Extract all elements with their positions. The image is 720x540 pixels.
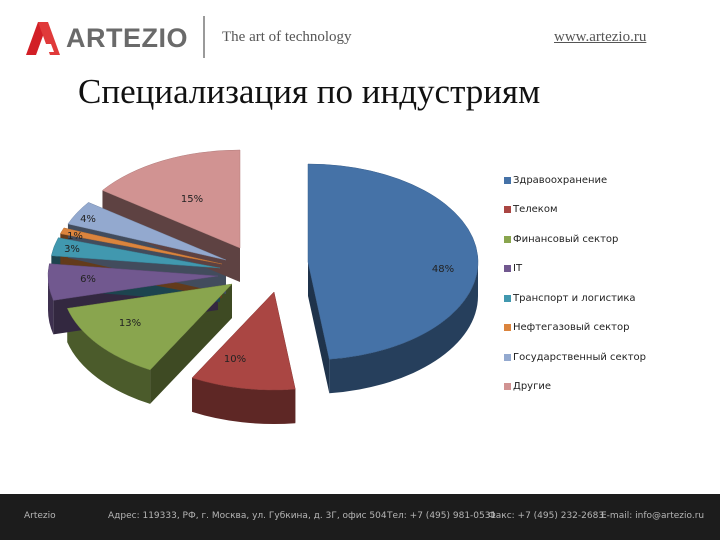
website-link[interactable]: www.artezio.ru <box>554 29 647 45</box>
pie-slice-side-0 <box>329 262 478 394</box>
pie-slice-side-1 <box>192 377 296 424</box>
pie-top-layer <box>47 149 479 391</box>
artezio-logo[interactable]: ARTEZIO <box>24 20 188 56</box>
legend-item: Транспорт и логистика <box>504 290 636 306</box>
legend-item: Другие <box>504 379 551 395</box>
pie-chart: 48% 10% 13% 6% 3% 1% 4% 15% <box>47 149 479 424</box>
legend-label: IT <box>513 263 523 274</box>
legend-label: Другие <box>513 381 551 392</box>
pie-slice-2 <box>66 283 233 371</box>
header: ARTEZIO The art of technology www.artezi… <box>0 0 720 72</box>
pie-slice-5 <box>59 227 223 265</box>
pie-slice-0 <box>307 163 479 360</box>
footer-email[interactable]: E-mail: info@artezio.ru <box>601 511 705 521</box>
legend-item: Здравоохранение <box>504 172 607 188</box>
data-label-1: 10% <box>224 354 246 365</box>
legend-item: Телеком <box>504 202 558 218</box>
footer-phone: Тел: +7 (495) 981-0531 <box>387 511 497 521</box>
legend-swatch <box>504 383 511 390</box>
pie-slice-1 <box>191 291 296 391</box>
header-divider <box>203 16 205 58</box>
legend-label: Государственный сектор <box>513 351 647 363</box>
legend-swatch <box>504 206 511 213</box>
footer: Artezio Адрес: 119333, РФ, г. Москва, ул… <box>0 494 720 540</box>
data-label-4: 3% <box>64 244 80 255</box>
pie-slice-6 <box>67 202 227 261</box>
legend-swatch <box>504 294 511 302</box>
legend-item: Нефтегазовый сектор <box>504 320 629 336</box>
pie-slice-3 <box>47 263 219 301</box>
data-label-0: 48% <box>432 264 454 275</box>
footer-company: Artezio <box>24 511 56 521</box>
pie-slice-side-2 <box>67 308 151 404</box>
legend-swatch <box>504 324 511 331</box>
legend-swatch <box>504 353 511 361</box>
tagline: The art of technology <box>222 29 352 45</box>
pie-slice-wall-7-0 <box>102 190 241 282</box>
footer-fax: Факс: +7 (495) 232-2683 <box>488 511 605 521</box>
legend-item: IT <box>504 261 522 277</box>
data-label-7: 15% <box>181 194 203 205</box>
pie-slice-wall-0-1 <box>308 262 330 394</box>
legend-label: Финансовый сектор <box>513 233 619 245</box>
legend-label: Телеком <box>513 204 558 215</box>
data-label-3: 6% <box>80 274 96 285</box>
legend-swatch <box>504 235 511 243</box>
artezio-logo-icon <box>26 22 60 55</box>
legend-label: Нефтегазовый сектор <box>513 322 630 333</box>
slide-title: Специализация по индустриям <box>78 72 541 111</box>
legend-label: Здравоохранение <box>513 174 608 186</box>
legend-item: Финансовый сектор <box>504 231 618 247</box>
data-label-5: 1% <box>67 231 83 242</box>
brand-name: ARTEZIO <box>66 23 188 53</box>
legend-swatch <box>504 265 511 272</box>
legend-swatch <box>504 176 511 184</box>
data-label-6: 4% <box>80 214 96 225</box>
footer-address: Адрес: 119333, РФ, г. Москва, ул. Губкин… <box>108 511 387 521</box>
data-label-2: 13% <box>119 318 141 329</box>
legend-label: Транспорт и логистика <box>513 292 636 304</box>
pie-slice-4 <box>51 237 221 269</box>
pie-slice-7 <box>101 149 241 249</box>
legend-item: Государственный сектор <box>504 349 646 365</box>
pie-slice-side-3 <box>48 276 54 335</box>
